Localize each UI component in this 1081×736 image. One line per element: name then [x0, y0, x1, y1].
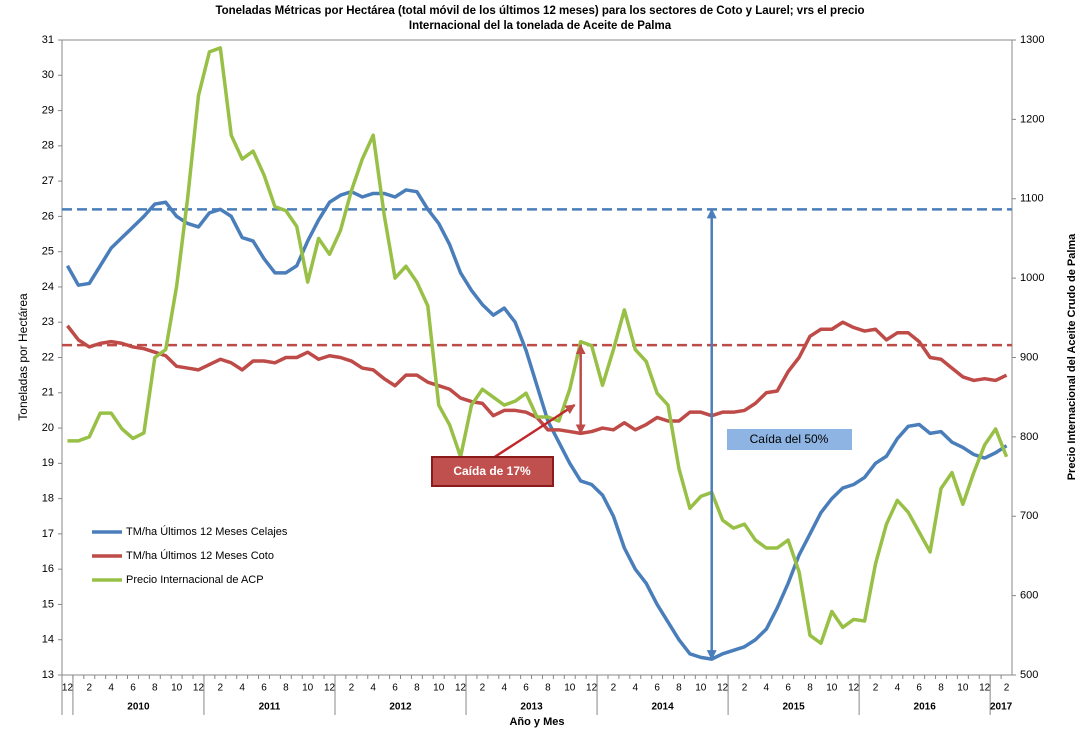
x-tick-label: 8 [938, 683, 944, 694]
y-tick-label: 14 [42, 634, 54, 646]
x-tick-label: 2 [218, 683, 224, 694]
x-tick-label: 4 [108, 683, 114, 694]
y-tick-label: 16 [42, 563, 54, 575]
x-tick-label: 4 [370, 683, 376, 694]
y-tick-label: 22 [42, 351, 54, 363]
x-tick-label: 6 [916, 683, 922, 694]
x-tick-label: 8 [152, 683, 158, 694]
legend-label: TM/ha Últimos 12 Meses Celajes [126, 525, 288, 538]
y-tick-label: 20 [42, 422, 54, 434]
annotation-box [727, 429, 852, 450]
x-tick-label: 12 [586, 683, 598, 694]
year-label: 2014 [651, 702, 674, 713]
y2-tick-label: 1100 [1020, 193, 1044, 205]
x-tick-label: 12 [193, 683, 205, 694]
x-tick-label: 10 [695, 683, 707, 694]
y2-tick-label: 900 [1020, 351, 1038, 363]
x-tick-label: 6 [130, 683, 136, 694]
year-label: 2011 [259, 702, 281, 713]
x-tick-label: 8 [676, 683, 682, 694]
y2-tick-label: 1300 [1020, 34, 1044, 46]
y-tick-label: 13 [42, 669, 54, 681]
y-tick-label: 15 [42, 598, 54, 610]
y-tick-label: 26 [42, 210, 54, 222]
x-tick-label: 4 [764, 683, 770, 694]
y2-tick-label: 800 [1020, 431, 1038, 443]
annotation-box [431, 456, 554, 487]
x-tick-label: 12 [455, 683, 467, 694]
y-tick-label: 30 [42, 69, 54, 81]
x-tick-label: 12 [848, 683, 860, 694]
legend-label: TM/ha Últimos 12 Meses Coto [126, 549, 274, 562]
y-tick-label: 19 [42, 457, 54, 469]
x-tick-label: 10 [302, 683, 314, 694]
y2-tick-label: 700 [1020, 510, 1038, 522]
series-line [67, 46, 1009, 645]
x-tick-label: 6 [523, 683, 529, 694]
year-label: 2015 [782, 702, 805, 713]
x-tick-label: 2 [349, 683, 355, 694]
x-tick-label: 12 [979, 683, 991, 694]
x-tick-label: 12 [324, 683, 336, 694]
x-tick-label: 2 [611, 683, 617, 694]
x-tick-label: 6 [261, 683, 267, 694]
x-tick-label: 10 [957, 683, 969, 694]
x-tick-label: 10 [564, 683, 576, 694]
x-tick-label: 12 [62, 683, 74, 694]
year-label: 2012 [389, 702, 412, 713]
x-tick-label: 4 [632, 683, 638, 694]
x-tick-label: 10 [433, 683, 445, 694]
year-label: 2010 [127, 702, 150, 713]
y2-tick-label: 500 [1020, 669, 1038, 681]
x-tick-label: 6 [392, 683, 398, 694]
y-axis-title: Toneladas por Hectárea [16, 293, 30, 421]
y-tick-label: 25 [42, 246, 54, 258]
x-tick-label: 6 [654, 683, 660, 694]
y-tick-label: 17 [42, 528, 54, 540]
y2-tick-label: 1000 [1020, 272, 1044, 284]
x-tick-label: 8 [283, 683, 289, 694]
annotation: Caída del 50% [750, 432, 829, 446]
pointer-arrow [489, 403, 576, 462]
annotation: Caída de 17% [453, 464, 531, 478]
legend-label: Precio Internacional de ACP [126, 574, 264, 586]
y-tick-label: 18 [42, 493, 54, 505]
x-tick-label: 4 [501, 683, 507, 694]
x-tick-label: 6 [785, 683, 791, 694]
y-tick-label: 23 [42, 316, 54, 328]
x-tick-label: 12 [717, 683, 729, 694]
x-tick-label: 2 [873, 683, 879, 694]
y-tick-label: 28 [42, 140, 54, 152]
y-tick-label: 27 [42, 175, 54, 187]
x-tick-label: 2 [742, 683, 748, 694]
y-tick-label: 31 [42, 34, 54, 46]
x-tick-label: 8 [807, 683, 813, 694]
year-label: 2016 [914, 702, 937, 713]
year-label: 2013 [520, 702, 543, 713]
y-tick-label: 24 [42, 281, 54, 293]
x-tick-label: 10 [171, 683, 183, 694]
y2-tick-label: 1200 [1020, 113, 1044, 125]
x-tick-label: 2 [87, 683, 93, 694]
y2-tick-label: 600 [1020, 590, 1038, 602]
y-tick-label: 21 [42, 387, 54, 399]
x-tick-label: 4 [239, 683, 245, 694]
x-tick-label: 4 [895, 683, 901, 694]
chart-title: Toneladas Métricas por Hectárea (total m… [215, 5, 864, 17]
y2-axis-title: Precio Internacional del Aceite Crudo de… [1066, 233, 1078, 480]
year-label: 2017 [990, 702, 1013, 713]
series-line [65, 188, 1008, 661]
x-tick-label: 10 [826, 683, 838, 694]
chart-title: Internacional del la tonelada de Aceite … [409, 20, 672, 32]
x-tick-label: 8 [545, 683, 551, 694]
x-tick-label: 2 [1004, 683, 1010, 694]
x-tick-label: 2 [480, 683, 486, 694]
x-axis-title: Año y Mes [509, 716, 564, 728]
x-tick-label: 8 [414, 683, 420, 694]
y-tick-label: 29 [42, 104, 54, 116]
